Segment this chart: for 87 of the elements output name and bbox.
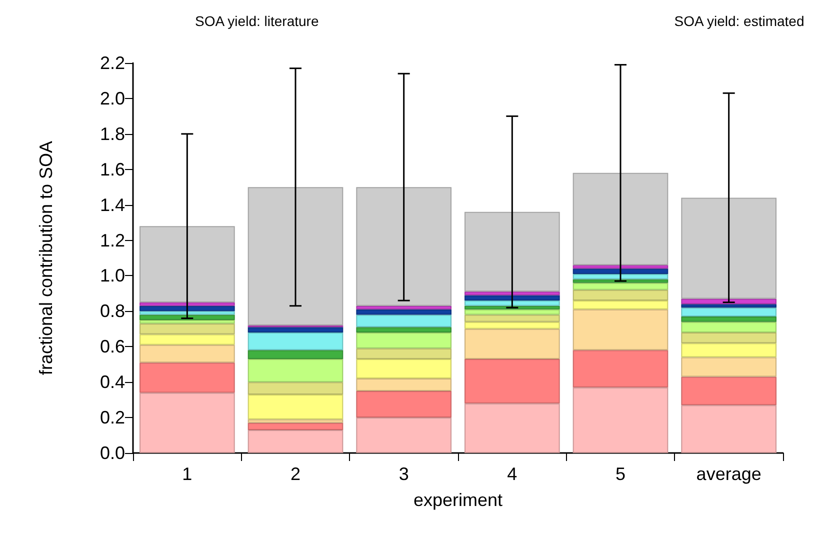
bar	[140, 226, 235, 302]
bar	[356, 359, 452, 379]
bar	[681, 332, 776, 344]
y-tick-label: 0.4	[100, 372, 125, 392]
bar	[140, 302, 235, 306]
bar	[248, 419, 344, 423]
x-axis-title: experiment	[413, 490, 503, 510]
text: SOA yield: estimated	[674, 13, 804, 29]
bar	[356, 309, 452, 315]
bar	[140, 314, 235, 320]
bar	[248, 430, 344, 453]
bar	[681, 357, 776, 377]
x-tick-label: 5	[615, 464, 626, 484]
bar	[572, 279, 668, 283]
bar	[681, 298, 776, 304]
bar	[356, 348, 452, 360]
x-tick-label: 2	[290, 464, 301, 484]
bar	[140, 362, 235, 393]
bar	[681, 304, 776, 308]
y-tick-label: 0.8	[100, 301, 125, 322]
x-tick-label: 1	[182, 464, 192, 484]
y-tick-label: 0.2	[100, 408, 125, 428]
bar	[356, 187, 452, 306]
y-tick-label: 1.8	[100, 124, 125, 144]
bar	[464, 295, 560, 301]
y-tick-label: 1.6	[100, 159, 125, 180]
y-tick-label: 2.0	[100, 88, 125, 108]
bar	[572, 387, 668, 453]
x-tick-label: average	[696, 464, 762, 484]
bar	[464, 300, 560, 306]
bar	[464, 328, 560, 360]
x-tick-label: 4	[507, 464, 518, 484]
bar	[464, 212, 560, 292]
bar	[572, 274, 668, 280]
bar	[248, 187, 344, 326]
bar	[681, 316, 776, 322]
bar	[464, 309, 560, 315]
bar	[572, 282, 668, 290]
bar	[248, 359, 344, 382]
bar	[356, 306, 452, 310]
bar	[464, 322, 560, 329]
y-tick-label: 1.0	[100, 266, 125, 286]
y-tick-label: 0.0	[100, 443, 125, 463]
bar	[464, 359, 560, 404]
bar	[140, 334, 235, 345]
bar	[572, 350, 668, 388]
bar	[356, 314, 452, 328]
bar	[140, 324, 235, 334]
bar	[681, 308, 776, 316]
y-tick-label: 1.2	[100, 230, 125, 250]
bar	[356, 332, 452, 348]
bar	[572, 290, 668, 301]
bar	[572, 268, 668, 274]
bar	[248, 350, 344, 360]
bar	[681, 376, 776, 406]
bar	[572, 265, 668, 269]
bar	[140, 320, 235, 324]
bar	[681, 343, 776, 358]
bar	[356, 418, 452, 453]
bar	[681, 198, 776, 299]
bar	[464, 403, 560, 453]
y-tick-label: 0.6	[100, 336, 125, 357]
bar	[140, 311, 235, 315]
bar	[248, 382, 344, 394]
bar	[356, 390, 452, 418]
bar	[356, 327, 452, 332]
x-tick-label: 3	[398, 464, 409, 484]
bar	[248, 327, 344, 332]
bar	[248, 394, 344, 420]
bar	[681, 322, 776, 332]
y-tick-label: 1.4	[100, 194, 125, 215]
bar	[572, 309, 668, 350]
bar	[681, 405, 776, 453]
bar	[140, 344, 235, 363]
bar	[140, 306, 235, 312]
y-axis-title: fractional contribution to SOA	[36, 140, 56, 376]
bar	[464, 292, 560, 296]
bar	[248, 332, 344, 350]
y-tick-label: 2.2	[100, 53, 125, 73]
bar	[464, 306, 560, 310]
bar	[464, 314, 560, 322]
bar	[140, 392, 235, 453]
bar	[356, 378, 452, 391]
bar	[248, 422, 344, 430]
bar	[572, 172, 668, 266]
text: SOA yield: literature	[195, 13, 319, 29]
bar	[572, 300, 668, 310]
